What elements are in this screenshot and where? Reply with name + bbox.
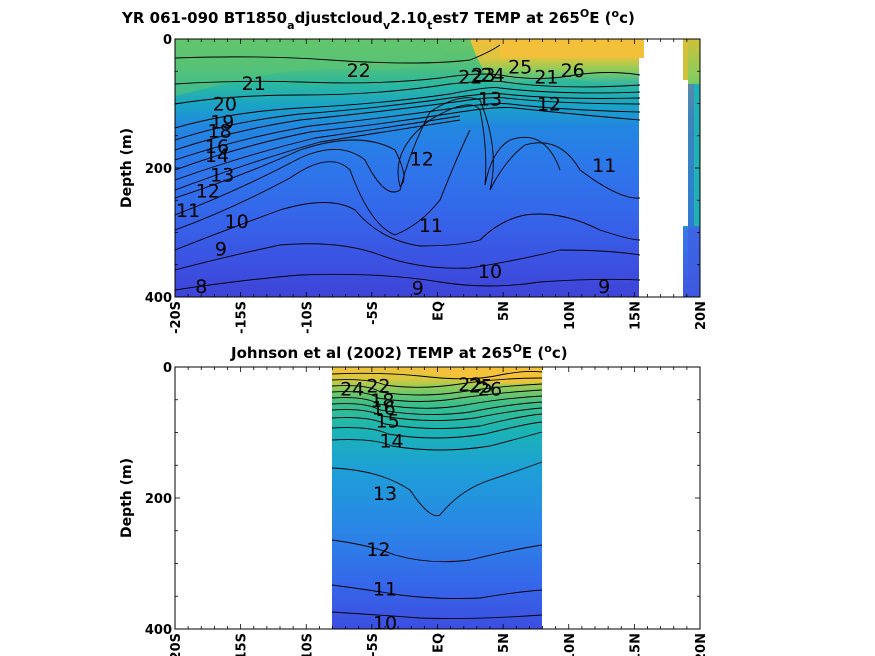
top-contour-label: 13 bbox=[478, 88, 502, 110]
top-x-tick-label: 10N bbox=[563, 301, 578, 330]
bottom-x-tick-label: -10S bbox=[300, 633, 315, 656]
top-y-axis-label: Depth (m) bbox=[119, 128, 135, 208]
bottom-contour-label: 10 bbox=[373, 612, 397, 634]
bottom-x-tick-label: 15N bbox=[628, 633, 643, 656]
bottom-temperature-field bbox=[332, 367, 542, 629]
top-contour-label: 9 bbox=[412, 277, 424, 299]
bottom-x-tick-label: -15S bbox=[235, 633, 250, 656]
bottom-y-tick-label: 200 bbox=[145, 492, 172, 507]
top-x-tick-label: -5S bbox=[366, 301, 381, 325]
top-contour-label: 8 bbox=[195, 276, 207, 298]
top-contour-label: 21 bbox=[242, 73, 266, 95]
top-x-tick-label: 15N bbox=[628, 301, 643, 330]
top-y-tick-label: 400 bbox=[145, 291, 172, 306]
top-contour-label: 25 bbox=[508, 57, 532, 79]
bottom-contour-label: 18 bbox=[370, 390, 394, 412]
top-contour-label: 13 bbox=[210, 164, 234, 186]
top-contour-label: 11 bbox=[592, 155, 616, 177]
top-contour-label: 10 bbox=[478, 261, 502, 283]
bottom-contour-label: 14 bbox=[379, 430, 403, 452]
bottom-contour-label: 22 bbox=[458, 374, 482, 396]
bottom-x-tick-label: -5S bbox=[366, 633, 381, 656]
top-y-tick-label: 200 bbox=[145, 162, 172, 177]
bottom-contour-label: 24 bbox=[340, 379, 364, 401]
bottom-contour-label: 13 bbox=[373, 483, 397, 505]
bottom-chart-title: Johnson et al (2002) TEMP at 265OE (oc) bbox=[230, 342, 568, 362]
top-contour-label: 9 bbox=[215, 239, 227, 261]
bottom-axis-ticks: -20S -15S -10S -5S EQ 5N 10N 15N 20N 0 200 400 bbox=[145, 361, 709, 656]
top-contour-label: 11 bbox=[176, 200, 200, 222]
top-x-tick-label: -10S bbox=[300, 301, 315, 334]
top-x-tick-label: 20N bbox=[694, 301, 709, 330]
bottom-contour-label: 16 bbox=[372, 398, 396, 420]
top-panel: YR 061-090 BT1850adjustcloudv2.10test7 T… bbox=[119, 7, 709, 334]
top-contour-label: 20 bbox=[213, 94, 237, 116]
top-x-tick-label: EQ bbox=[432, 301, 447, 321]
top-contour-label: 12 bbox=[537, 94, 561, 116]
bottom-contour-label: 11 bbox=[373, 578, 397, 600]
bottom-panel: Johnson et al (2002) TEMP at 265OE (oc) … bbox=[119, 342, 709, 656]
bottom-contour-label: 12 bbox=[366, 539, 390, 561]
bottom-contour-label: 22 bbox=[366, 375, 390, 397]
top-contour-label: 24 bbox=[481, 64, 505, 86]
top-contour-label: 23 bbox=[471, 64, 495, 86]
bottom-y-tick-label: 0 bbox=[163, 361, 172, 376]
top-axis-ticks: -20S -15S -10S -5S EQ 5N 10N 15N 20N 0 200 400 bbox=[145, 33, 709, 334]
bottom-y-tick-label: 400 bbox=[145, 623, 172, 638]
top-chart-title: YR 061-090 BT1850adjustcloudv2.10test7 T… bbox=[121, 7, 635, 32]
bottom-x-tick-label: 20N bbox=[694, 633, 709, 656]
bottom-x-tick-label: -20S bbox=[169, 633, 184, 656]
top-y-tick-label: 0 bbox=[163, 33, 172, 48]
bottom-contour-label: 26 bbox=[478, 379, 502, 401]
top-contour-label: 12 bbox=[196, 181, 220, 203]
top-contour-label: 10 bbox=[225, 211, 249, 233]
top-contour-label: 22 bbox=[458, 66, 482, 88]
top-contour-label: 26 bbox=[561, 60, 585, 82]
top-x-tick-label: 5N bbox=[497, 301, 512, 321]
top-contour-label: 16 bbox=[205, 136, 229, 158]
bottom-contour-label: 15 bbox=[376, 411, 400, 433]
bottom-x-tick-label: 5N bbox=[497, 633, 512, 653]
top-contour-label: 22 bbox=[347, 60, 371, 82]
bottom-contour-label: 25 bbox=[469, 375, 493, 397]
top-contour-label: 18 bbox=[208, 121, 232, 143]
top-contour-label: 11 bbox=[419, 215, 443, 237]
top-contour-label: 21 bbox=[534, 66, 558, 88]
bottom-y-axis-label: Depth (m) bbox=[119, 458, 135, 538]
top-contour-label: 14 bbox=[205, 145, 229, 167]
top-contour-lines bbox=[175, 44, 641, 291]
top-contour-label: 12 bbox=[410, 148, 434, 170]
bottom-contour-lines bbox=[331, 370, 543, 620]
top-contour-label: 19 bbox=[210, 112, 234, 134]
top-contour-label: 9 bbox=[598, 276, 610, 298]
top-x-tick-label: -20S bbox=[169, 301, 184, 334]
top-x-tick-label: -15S bbox=[235, 301, 250, 334]
top-temperature-field bbox=[175, 39, 700, 297]
bottom-x-tick-label: EQ bbox=[432, 633, 447, 653]
bottom-x-tick-label: 10N bbox=[563, 633, 578, 656]
